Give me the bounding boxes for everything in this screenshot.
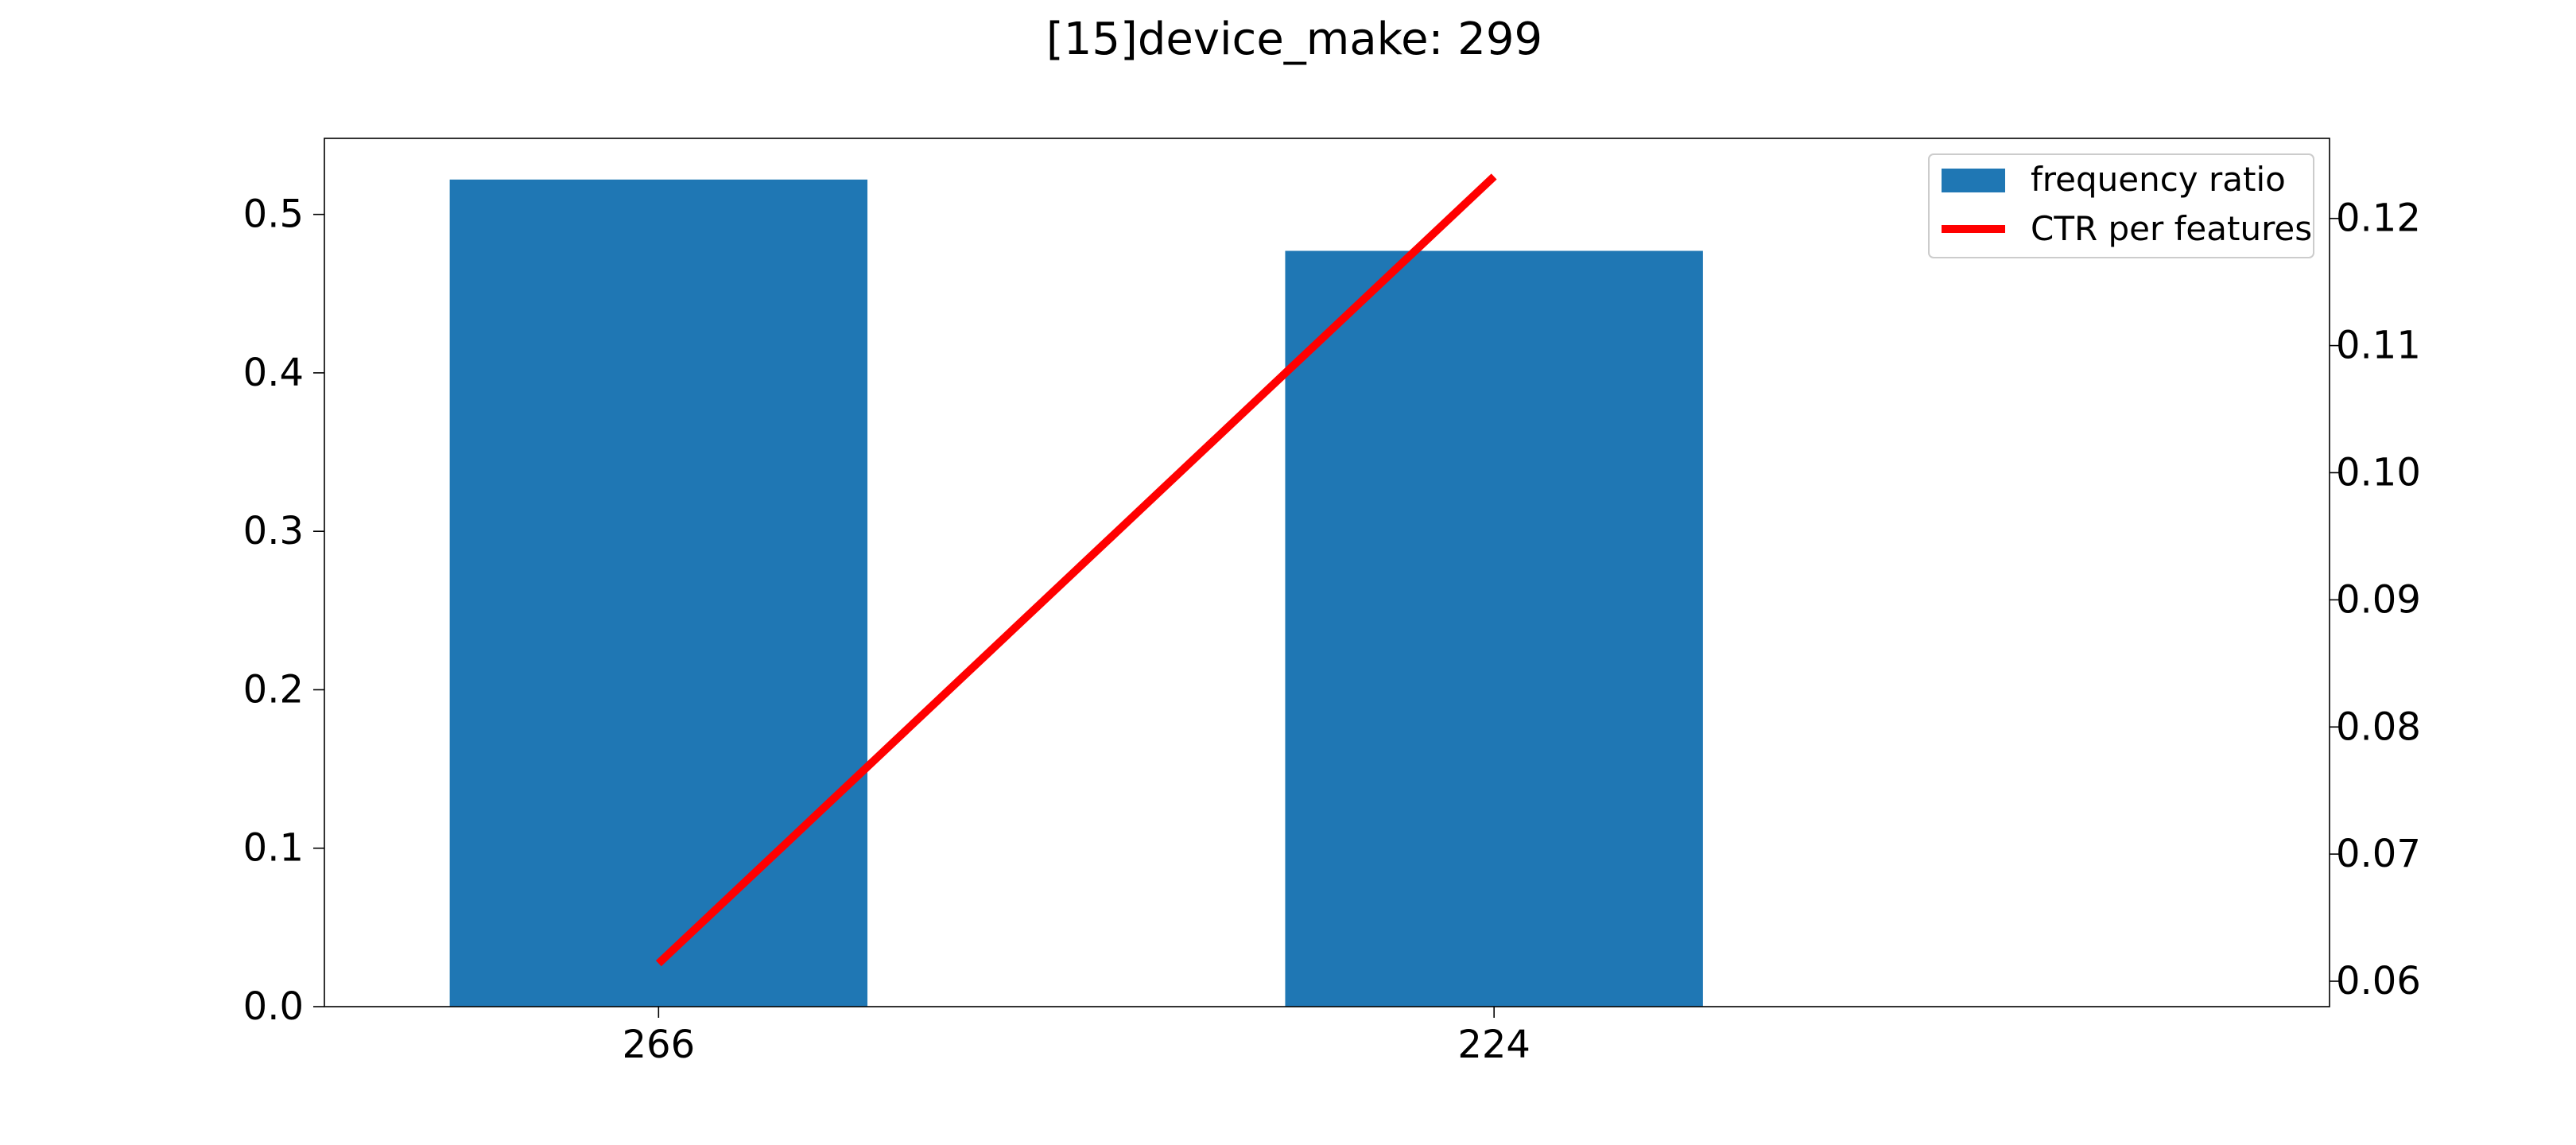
line-layer [655, 173, 1497, 967]
right-y-axis: 0.06 0.07 0.08 0.09 0.10 0.11 0.12 [2330, 196, 2421, 1003]
right-tick-label: 0.07 [2336, 832, 2421, 876]
left-tick-label: 0.5 [243, 192, 304, 237]
bar-224 [1285, 250, 1703, 1007]
left-tick-label: 0.1 [243, 826, 304, 871]
right-tick-label: 0.08 [2336, 704, 2421, 749]
left-tick-label: 0.3 [243, 509, 304, 553]
legend: frequency ratio CTR per features [1928, 153, 2314, 258]
legend-bar-label: frequency ratio [2031, 160, 2286, 199]
right-tick-label: 0.12 [2336, 196, 2421, 241]
ctr-line [655, 173, 1497, 967]
right-tick-label: 0.11 [2336, 324, 2421, 368]
bars-layer [449, 179, 1703, 1007]
left-y-axis: 0.0 0.1 0.2 0.3 0.4 0.5 [243, 192, 324, 1029]
x-axis: 266 224 [623, 1007, 1530, 1067]
x-tick-label: 266 [623, 1023, 696, 1067]
left-tick-label: 0.2 [243, 667, 304, 712]
right-tick-label: 0.10 [2336, 450, 2421, 495]
left-tick-label: 0.0 [243, 984, 304, 1029]
right-tick-label: 0.09 [2336, 577, 2421, 622]
legend-box [1928, 153, 2314, 258]
legend-bar-swatch [1942, 169, 2005, 192]
right-tick-label: 0.06 [2336, 959, 2421, 1003]
left-tick-label: 0.4 [243, 351, 304, 395]
bar-266 [449, 179, 868, 1007]
chart-title: [15]device_make: 299 [1046, 14, 1542, 65]
plot-frame [324, 138, 2330, 1007]
x-tick-label: 224 [1457, 1023, 1530, 1067]
legend-line-label: CTR per features [2031, 209, 2312, 248]
